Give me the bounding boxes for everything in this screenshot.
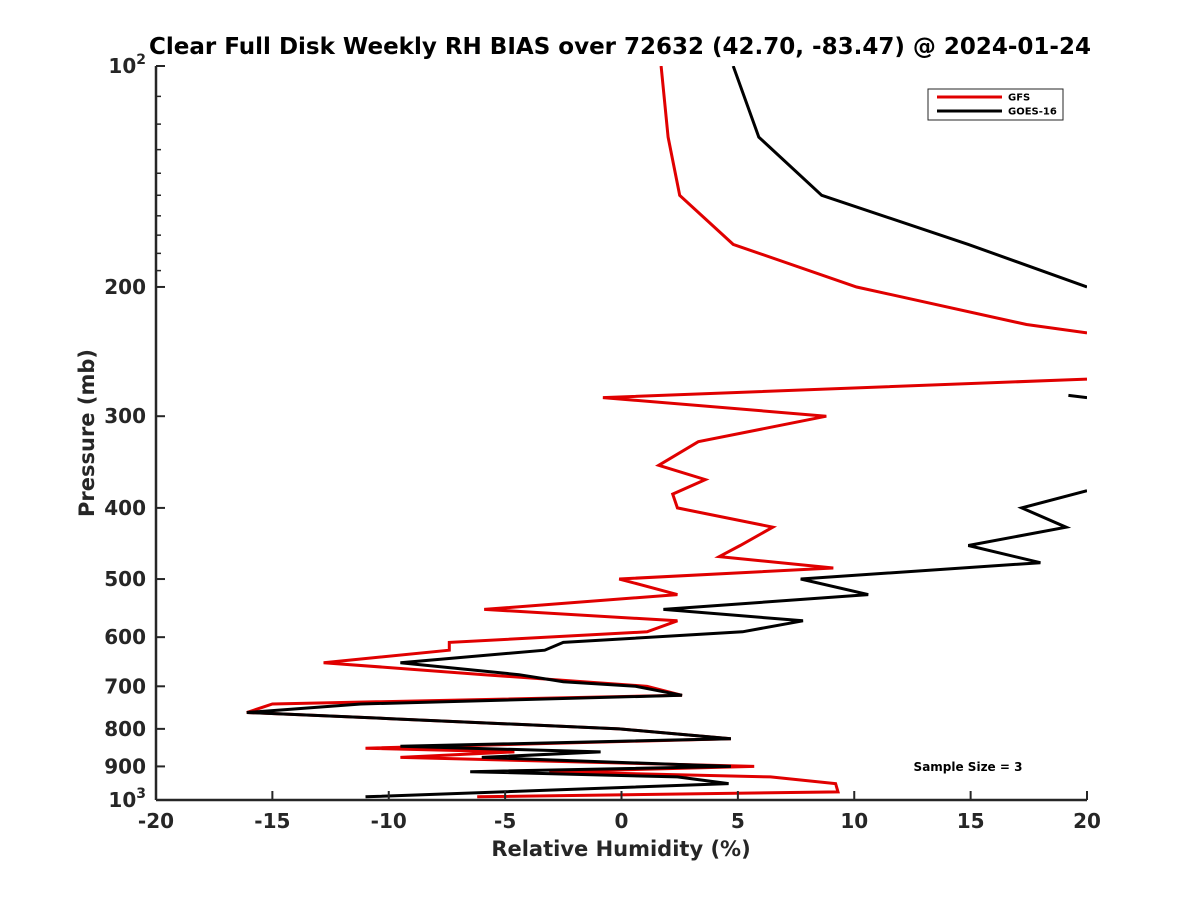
x-tick-label: -15 <box>254 809 290 833</box>
y-tick-label: 102 <box>108 52 146 78</box>
plot-lines <box>246 66 1087 799</box>
x-tick-label: 5 <box>731 809 745 833</box>
sample-size-annotation: Sample Size = 3 <box>914 760 1023 774</box>
legend-box <box>927 88 1064 121</box>
series-line-gfs-0-0 <box>659 66 1087 335</box>
y-tick-label: 900 <box>104 754 146 778</box>
series-line-goes-16-1-0 <box>731 66 1087 289</box>
legend-label: GFS <box>1008 93 1030 104</box>
chart-title: Clear Full Disk Weekly RH BIAS over 7263… <box>149 34 1091 60</box>
x-tick-label: -5 <box>494 809 516 833</box>
series-line-goes-16-3-1 <box>246 489 1087 799</box>
y-tick-label: 800 <box>104 717 146 741</box>
x-tick-label: 15 <box>957 809 985 833</box>
x-tick-label: -20 <box>138 809 174 833</box>
y-tick-label: 103 <box>108 786 146 812</box>
x-tick-label: 10 <box>840 809 868 833</box>
axes: -20 -15 -10 -5 0 5 10 15 20 102 200 300 400 500 600 700… <box>104 52 1101 833</box>
legend: GFS GOES-16 <box>927 88 1064 121</box>
y-tick-label: 600 <box>104 625 146 649</box>
y-tick-label: 700 <box>104 674 146 698</box>
x-tick-label: 20 <box>1073 809 1101 833</box>
y-tick-label: 200 <box>104 275 146 299</box>
x-axis-label: Relative Humidity (%) <box>491 837 750 861</box>
y-tick-label: 300 <box>104 404 146 428</box>
series-line-gfs-2-0 <box>246 377 1087 799</box>
x-tick-label: 0 <box>615 809 629 833</box>
legend-label: GOES-16 <box>1008 107 1057 118</box>
y-tick-label: 500 <box>104 567 146 591</box>
x-tick-label: -10 <box>371 809 407 833</box>
y-tick-label: 400 <box>104 496 146 520</box>
y-axis-label: Pressure (mb) <box>75 349 99 517</box>
series-line-goes-16-3-0 <box>1068 393 1087 400</box>
